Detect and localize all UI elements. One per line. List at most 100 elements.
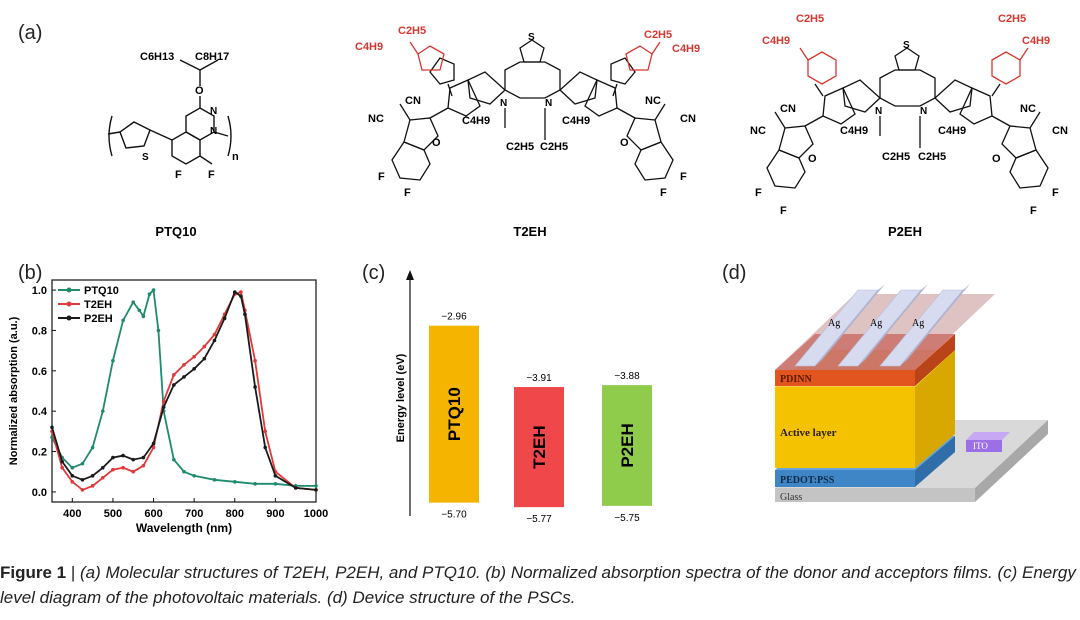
data-point-t2eh [141,463,146,468]
data-point-ptq10 [80,461,85,466]
p2eh-n-right: N [920,106,927,117]
x-tick-label: 800 [226,508,244,520]
panel-label-d: (d) [722,262,747,284]
legend-marker-p2eh [66,315,72,321]
data-point-p2eh [202,356,207,361]
pdinn-layer [775,370,915,386]
data-point-t2eh [121,465,125,470]
x-axis-label: Wavelength (nm) [136,521,232,535]
legend-label-ptq10: PTQ10 [84,285,119,297]
ptq10-name: PTQ10 [155,224,196,239]
data-point-ptq10 [156,328,161,333]
caption-text: (a) Molecular structures of T2EH, P2EH, … [0,563,1076,607]
device-structure: Ag Ag Ag PDINN Active layer ITO PEDOT:PS… [775,284,1048,503]
data-point-ptq10 [273,482,278,486]
data-point-t2eh [161,399,166,403]
y-tick-label: 0.0 [32,487,47,499]
data-point-ptq10 [172,457,176,462]
data-point-p2eh [222,316,227,321]
t2eh-side-chain-right: C4H9 [672,43,700,55]
p2eh-f4: F [1052,187,1059,199]
p2eh-nc-left: NC [750,125,766,137]
data-point-p2eh [192,367,196,371]
data-point-t2eh [239,290,243,294]
p2eh-cn-left: CN [780,103,796,115]
data-point-ptq10 [232,480,237,484]
t2eh-n-left: N [500,98,507,109]
bar-name-p2eh: P2EH [618,423,637,467]
ptq10-f2: F [208,169,215,181]
p2eh-side-chain-right-b: C2H5 [998,13,1026,25]
data-point-p2eh [273,473,278,478]
p2eh-side-chain-left-b: C2H5 [796,13,824,25]
energy-bar-p2eh [602,385,652,506]
bar-name-t2eh: T2EH [530,425,549,468]
data-point-p2eh [239,294,243,298]
p2eh-n-left: N [875,106,882,117]
data-point-t2eh [80,488,85,492]
energy-level-diagram: Energy level (eV) −2.96 −5.70 PTQ10 −3.91 −5.… [395,270,652,525]
legend-marker-ptq10 [66,287,72,293]
data-point-ptq10 [121,318,125,323]
p2eh-core-chain-b-right: C2H5 [918,151,946,163]
data-point-t2eh [100,475,105,480]
data-point-ptq10 [314,484,318,488]
data-point-p2eh [314,488,318,492]
data-point-t2eh [172,373,176,377]
series-line-t2eh [51,290,317,491]
ptq10-repeat: n [232,151,239,163]
absorption-spectra-chart: 400 500 600 700 800 900 1000 0.0 0.2 0.4 0.6 0.8 1.0… [8,279,328,535]
data-point-t2eh [111,467,115,472]
ito-layer [966,440,1002,452]
p2eh-f2: F [780,205,787,217]
active-layer [775,387,915,468]
data-point-p2eh [100,465,105,470]
data-point-p2eh [253,385,257,389]
legend-marker-t2eh [66,301,72,307]
data-point-p2eh [131,457,136,462]
p2eh-structure [766,47,1049,189]
data-point-ptq10 [147,292,152,296]
t2eh-f1: F [378,171,385,183]
t2eh-nc-left: NC [368,113,384,125]
data-point-p2eh [141,455,146,460]
ptq10-f1: F [175,169,182,181]
ito-label: ITO [973,441,988,451]
p2eh-side-chain-left: C4H9 [762,35,790,47]
data-point-ptq10 [253,482,257,486]
t2eh-n-right: N [545,98,552,109]
data-point-ptq10 [182,469,186,474]
data-point-t2eh [151,445,156,450]
ptq10-chain-right: C8H17 [195,51,229,63]
data-point-p2eh [182,375,186,379]
t2eh-core-chain-a-right: C4H9 [562,115,590,127]
series-line-p2eh [51,290,317,491]
active-layer-label: Active layer [780,427,837,439]
bar-name-ptq10: PTQ10 [445,387,464,441]
energy-bar-t2eh [514,387,564,508]
ptq10-n1: N [210,106,217,117]
energy-bar-ptq10 [429,325,479,503]
pedot-side [915,436,955,487]
t2eh-f4: F [680,171,687,183]
ptq10-n2: N [210,126,217,137]
data-point-ptq10 [90,445,95,450]
p2eh-f1: F [755,187,762,199]
pdinn-side [915,334,955,386]
data-point-p2eh [212,338,217,343]
data-point-p2eh [151,441,156,446]
lumo-label-t2eh: −3.91 [526,373,552,384]
homo-label-p2eh: −5.75 [614,513,640,524]
data-point-ptq10 [100,409,105,413]
panel-label-c: (c) [362,262,386,284]
ag-label-1: Ag [828,318,840,329]
ptq10-oxygen: O [195,85,204,97]
t2eh-core-chain-a-left: C4H9 [462,115,490,127]
panel-label-b: (b) [18,262,43,284]
p2eh-core-chain-a-left: C4H9 [840,125,868,137]
x-tick-label: 900 [266,508,284,520]
t2eh-side-chain-left: C4H9 [355,41,383,53]
data-point-p2eh [50,425,54,430]
pedot-label: PEDOT:PSS [780,475,835,486]
data-point-t2eh [202,344,207,349]
